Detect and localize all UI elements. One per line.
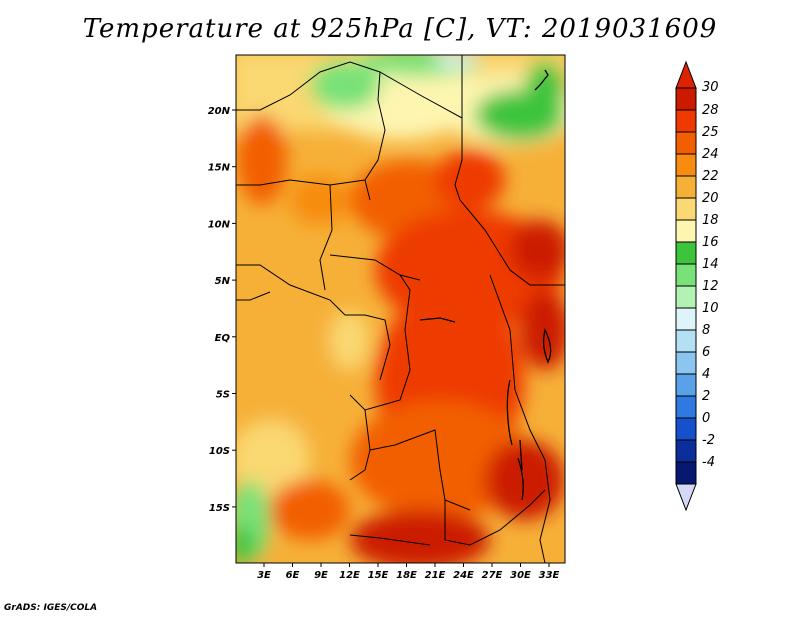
colorbar-label: 20 bbox=[702, 191, 719, 206]
lat-label: EQ bbox=[215, 333, 231, 344]
lon-label: 9E bbox=[314, 570, 328, 581]
colorbar-label: -2 bbox=[702, 433, 715, 448]
colorbar-label: 30 bbox=[702, 80, 719, 95]
colorbar-swatch bbox=[675, 131, 697, 155]
map-frame bbox=[235, 54, 566, 564]
colorbar-label: 8 bbox=[702, 323, 710, 338]
lat-label: 5S bbox=[216, 390, 230, 401]
lon-label: 21E bbox=[425, 570, 446, 581]
lon-label: 6E bbox=[286, 570, 300, 581]
lon-label: 12E bbox=[339, 570, 360, 581]
lon-label: 24E bbox=[453, 570, 474, 581]
country-borders bbox=[236, 55, 565, 563]
lat-label: 15N bbox=[208, 163, 231, 174]
lat-label: 10N bbox=[208, 219, 231, 230]
lat-label: 10S bbox=[209, 446, 230, 457]
grads-credit: GrADS: IGES/COLA bbox=[4, 603, 98, 613]
colorbar-label: 22 bbox=[702, 169, 719, 184]
lat-label: 5N bbox=[215, 276, 231, 287]
lon-label: 30E bbox=[510, 570, 531, 581]
colorbar-label: 0 bbox=[702, 411, 710, 426]
colorbar-swatch bbox=[675, 395, 697, 419]
colorbar-swatch bbox=[675, 307, 697, 331]
colorbar-label: 2 bbox=[702, 389, 710, 404]
chart-title: Temperature at 925hPa [C], VT: 201903160… bbox=[82, 14, 718, 44]
lat-label: 20N bbox=[208, 106, 231, 117]
longitude-axis: 3E 6E 9E 12E 15E 18E 21E 24E 27E 30E 33E bbox=[257, 563, 560, 581]
colorbar-label: 10 bbox=[702, 301, 719, 316]
colorbar-swatch bbox=[675, 197, 697, 221]
colorbar-label: -4 bbox=[702, 455, 715, 470]
colorbar-swatch bbox=[675, 439, 697, 463]
lon-label: 33E bbox=[539, 570, 560, 581]
colorbar-swatch bbox=[675, 461, 697, 485]
colorbar-swatch bbox=[675, 285, 697, 309]
colorbar-swatch bbox=[675, 329, 697, 353]
colorbar-label: 28 bbox=[702, 103, 719, 118]
colorbar-swatch bbox=[675, 175, 697, 199]
colorbar-bottom-arrow bbox=[675, 483, 697, 512]
colorbar-swatch bbox=[675, 109, 697, 133]
colorbar-label: 25 bbox=[702, 125, 719, 140]
colorbar-label: 24 bbox=[702, 147, 719, 162]
lon-label: 27E bbox=[482, 570, 503, 581]
lon-label: 18E bbox=[396, 570, 417, 581]
colorbar-label: 18 bbox=[702, 213, 719, 228]
colorbar-swatch bbox=[675, 373, 697, 397]
temperature-field bbox=[236, 55, 565, 563]
lon-label: 3E bbox=[257, 570, 271, 581]
colorbar-swatch bbox=[675, 87, 697, 111]
colorbar-swatch bbox=[675, 263, 697, 287]
colorbar-swatch bbox=[675, 417, 697, 441]
colorbar-label: 14 bbox=[702, 257, 719, 272]
colorbar-swatch bbox=[675, 219, 697, 243]
colorbar-swatch bbox=[675, 153, 697, 177]
colorbar-top-arrow bbox=[675, 60, 697, 89]
lakes bbox=[419, 69, 552, 501]
colorbar-swatch bbox=[675, 351, 697, 375]
colorbar-swatch bbox=[675, 241, 697, 265]
colorbar-label: 16 bbox=[702, 235, 719, 250]
lat-label: 15S bbox=[209, 503, 230, 514]
latitude-axis: 20N 15N 10N 5N EQ 5S 10S 15S bbox=[208, 106, 236, 514]
colorbar-label: 4 bbox=[702, 367, 710, 382]
lon-label: 15E bbox=[368, 570, 389, 581]
colorbar-label: 12 bbox=[702, 279, 719, 294]
colorbar-label: 6 bbox=[702, 345, 710, 360]
